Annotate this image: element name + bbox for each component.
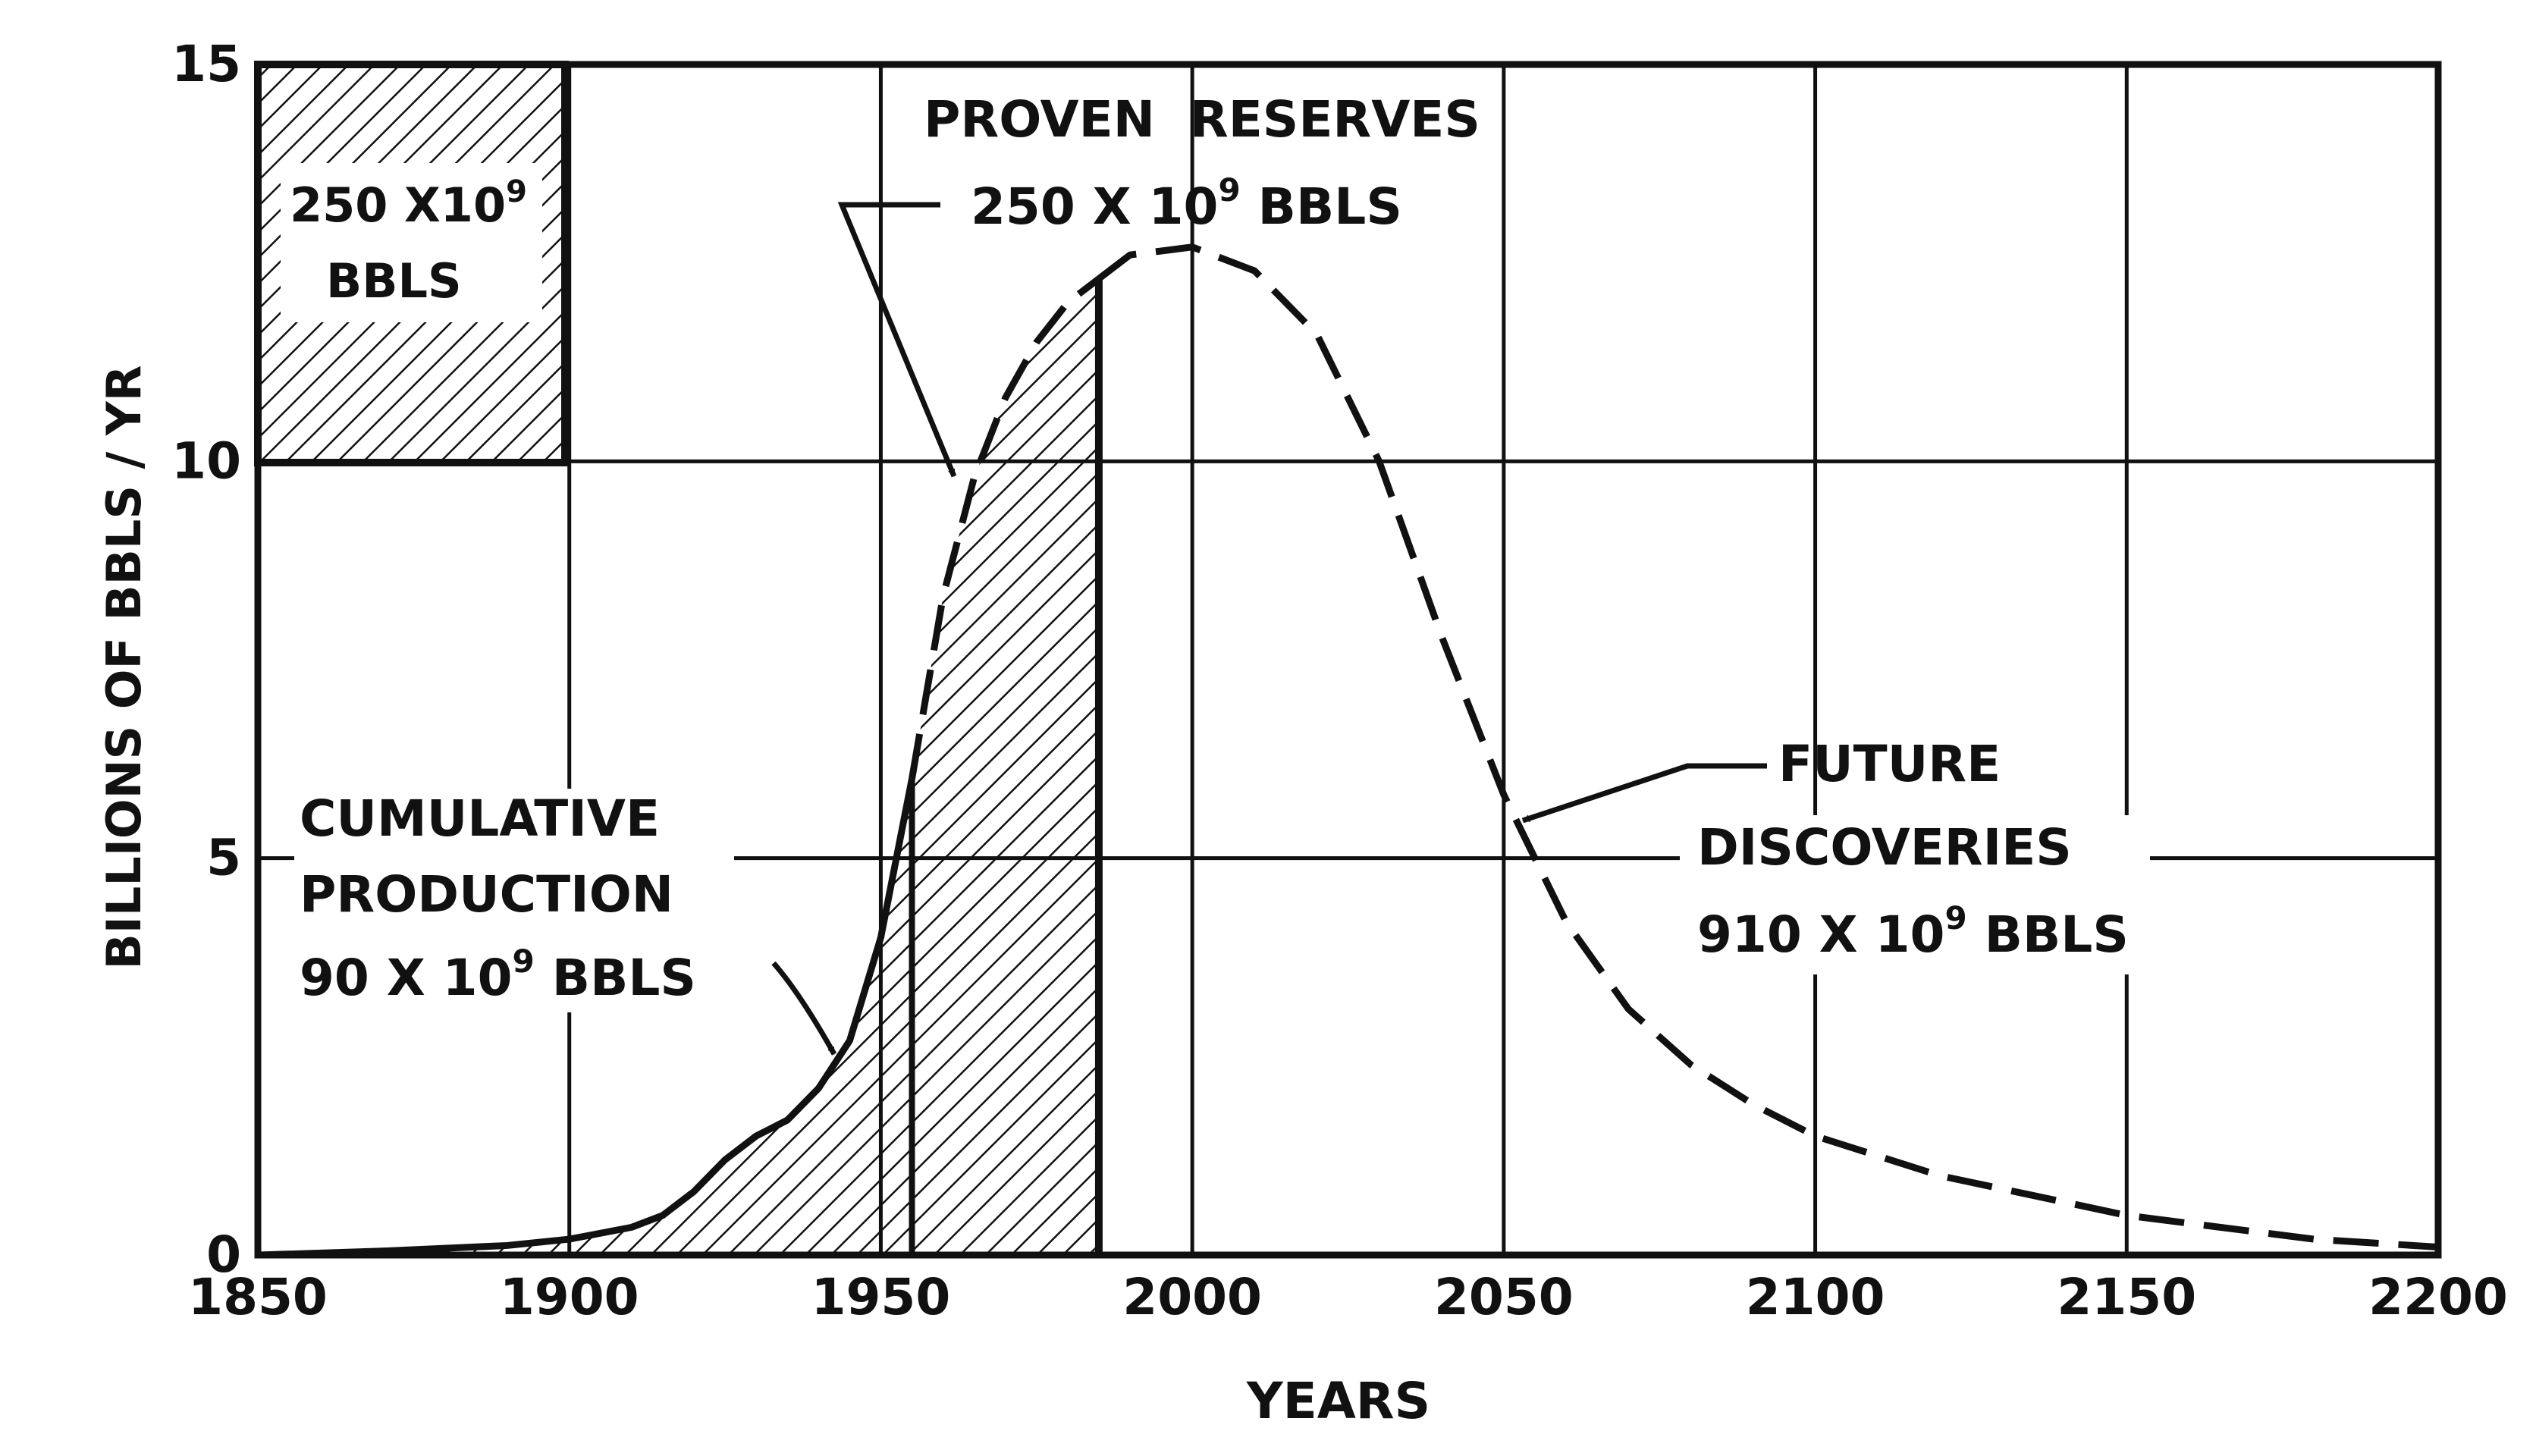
future-text-backdrop bbox=[1680, 815, 2150, 974]
legend-box: 250 X109 BBLS bbox=[254, 61, 569, 466]
y-axis-label: BILLIONS OF BBLS / YR bbox=[96, 365, 152, 969]
x-tick-label-0: 1850 bbox=[188, 1268, 328, 1326]
cumulative-production-leader-line bbox=[771, 961, 837, 1056]
plot-frame bbox=[254, 61, 2442, 1259]
cumulative-production-title: CUMULATIVE bbox=[300, 789, 660, 848]
cumulative-production-value: 90 X 109 BBLS bbox=[300, 943, 696, 1007]
proven-reserves-title: PROVEN RESERVES bbox=[924, 90, 1480, 149]
y-tick-label-3: 15 bbox=[171, 35, 241, 93]
reserves-hatched-area bbox=[258, 278, 1099, 1256]
future-discoveries-subtitle: DISCOVERIES bbox=[1697, 818, 2072, 877]
plot-border bbox=[254, 61, 2442, 1259]
series-line-cumulative-production bbox=[257, 778, 915, 1259]
series-line-proven-reserves bbox=[909, 276, 1101, 780]
x-tick-label-2: 1950 bbox=[811, 1268, 951, 1326]
x-tick-label-5: 2100 bbox=[1746, 1268, 1885, 1326]
y-tick-label-1: 5 bbox=[206, 829, 241, 887]
series-line-future-discoveries bbox=[1097, 243, 2439, 1251]
x-tick-label-6: 2150 bbox=[2057, 1268, 2196, 1326]
legend-box-unit: BBLS bbox=[326, 253, 462, 309]
y-tick-label-0: 0 bbox=[206, 1225, 241, 1284]
proven-reserves-value: 250 X 109 BBLS bbox=[971, 171, 1402, 236]
series-lines bbox=[257, 243, 2439, 1259]
cumulative-text-backdrop bbox=[294, 789, 734, 1012]
y-tick-label-2: 10 bbox=[171, 431, 241, 490]
future-discoveries-value: 910 X 109 BBLS bbox=[1697, 899, 2129, 964]
proven-reserves-leader-line bbox=[837, 202, 957, 478]
cumulative-production-subtitle: PRODUCTION bbox=[300, 865, 673, 924]
future-discoveries-annotation: FUTURE DISCOVERIES 910 X 109 BBLS bbox=[1521, 735, 2150, 974]
cumulative-production-annotation: CUMULATIVE PRODUCTION 90 X 109 BBLS bbox=[294, 789, 837, 1056]
future-discoveries-leader-line bbox=[1521, 763, 1767, 824]
proven-reserves-annotation: PROVEN RESERVES 250 X 109 BBLS bbox=[837, 90, 1480, 478]
x-tick-label-7: 2200 bbox=[2368, 1268, 2508, 1326]
x-tick-label-3: 2000 bbox=[1122, 1268, 1262, 1326]
tick-labels: 1850 1900 1950 2000 2050 2100 2150 2200 0 5 10 15 bbox=[171, 35, 2508, 1326]
x-tick-label-4: 2050 bbox=[1434, 1268, 1574, 1326]
grid bbox=[256, 62, 2440, 1257]
x-axis-label: YEARS bbox=[1246, 1372, 1430, 1430]
x-tick-label-1: 1900 bbox=[500, 1268, 639, 1326]
legend-text-backdrop bbox=[281, 163, 542, 322]
shaded-areas bbox=[258, 278, 1103, 1256]
legend-box-label: 250 X109 bbox=[290, 174, 527, 233]
future-discoveries-title: FUTURE bbox=[1778, 735, 2001, 793]
